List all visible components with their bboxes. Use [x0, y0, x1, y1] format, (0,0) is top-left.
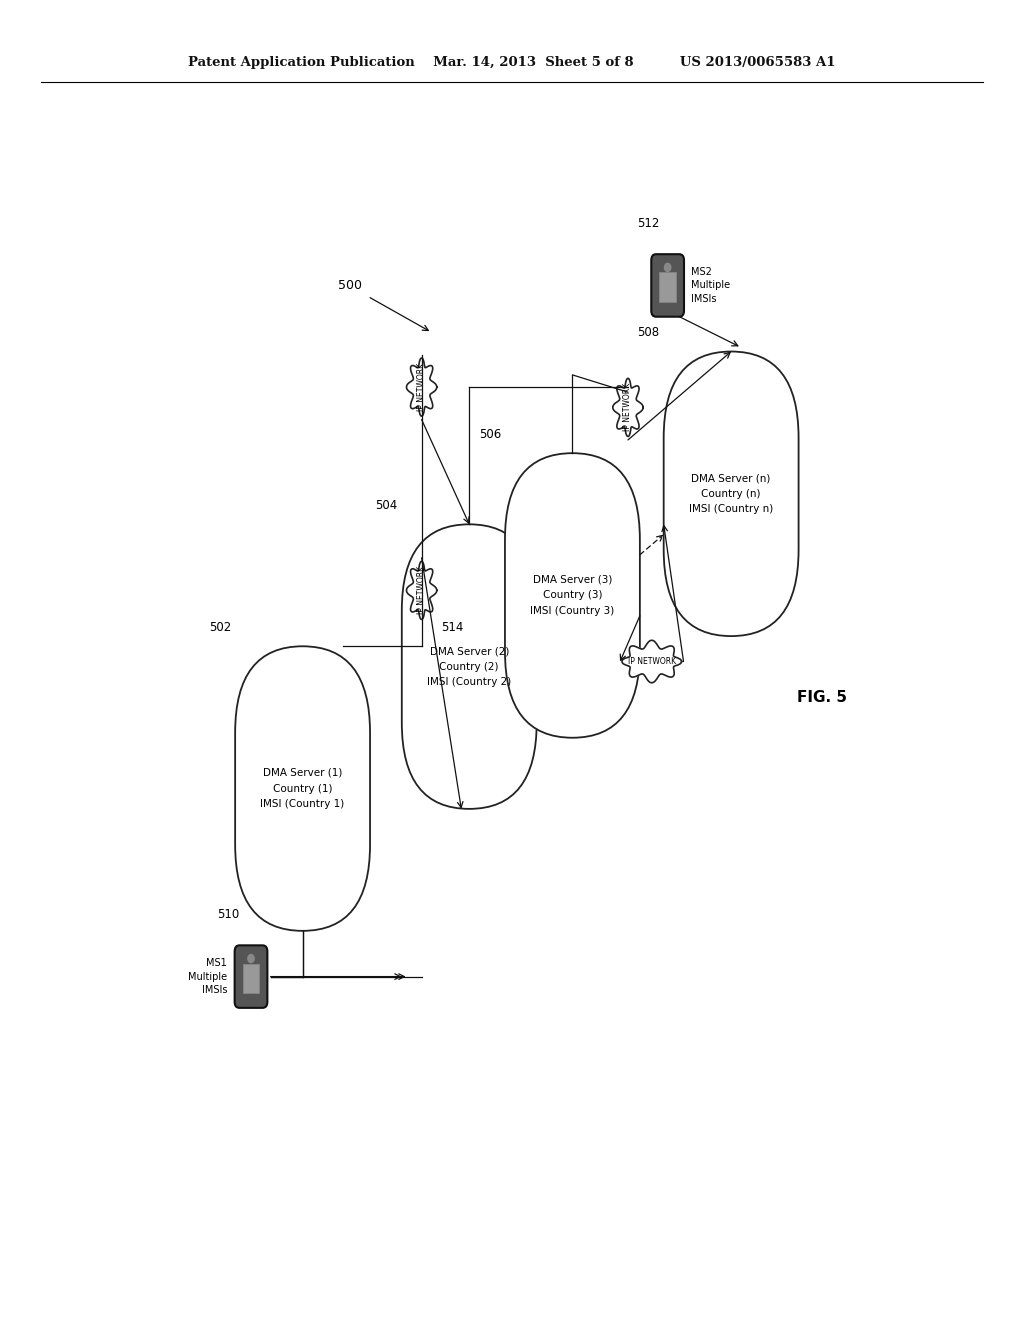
Text: IP NETWORK: IP NETWORK	[417, 363, 426, 411]
Text: 508: 508	[638, 326, 659, 339]
FancyBboxPatch shape	[236, 647, 370, 931]
Text: 512: 512	[637, 216, 659, 230]
Text: DMA Server (3)
Country (3)
IMSI (Country 3): DMA Server (3) Country (3) IMSI (Country…	[530, 574, 614, 616]
Polygon shape	[407, 561, 437, 619]
FancyBboxPatch shape	[664, 351, 799, 636]
Circle shape	[248, 954, 254, 962]
Text: MS2
Multiple
IMSIs: MS2 Multiple IMSIs	[691, 267, 730, 304]
Bar	[243, 964, 259, 993]
FancyBboxPatch shape	[505, 453, 640, 738]
Text: MS1
Multiple
IMSIs: MS1 Multiple IMSIs	[188, 958, 227, 995]
Text: 506: 506	[479, 428, 501, 441]
FancyBboxPatch shape	[234, 945, 267, 1008]
Text: Patent Application Publication    Mar. 14, 2013  Sheet 5 of 8          US 2013/0: Patent Application Publication Mar. 14, …	[188, 55, 836, 69]
Polygon shape	[622, 640, 682, 682]
Text: 510: 510	[217, 908, 240, 921]
Polygon shape	[407, 358, 437, 416]
Text: 514: 514	[441, 620, 464, 634]
Text: 500: 500	[338, 279, 362, 292]
Text: DMA Server (n)
Country (n)
IMSI (Country n): DMA Server (n) Country (n) IMSI (Country…	[689, 473, 773, 515]
Text: IP NETWORK: IP NETWORK	[624, 383, 633, 432]
Polygon shape	[612, 379, 643, 437]
Text: 502: 502	[209, 622, 231, 634]
Text: FIG. 5: FIG. 5	[798, 689, 848, 705]
Text: IP NETWORK: IP NETWORK	[417, 566, 426, 614]
Text: DMA Server (1)
Country (1)
IMSI (Country 1): DMA Server (1) Country (1) IMSI (Country…	[260, 768, 345, 809]
Text: DMA Server (2)
Country (2)
IMSI (Country 2): DMA Server (2) Country (2) IMSI (Country…	[427, 645, 511, 688]
Text: 504: 504	[376, 499, 397, 512]
Text: IP NETWORK: IP NETWORK	[628, 657, 676, 667]
Bar	[659, 272, 676, 301]
Circle shape	[665, 264, 671, 272]
FancyBboxPatch shape	[651, 255, 684, 317]
FancyBboxPatch shape	[401, 524, 537, 809]
